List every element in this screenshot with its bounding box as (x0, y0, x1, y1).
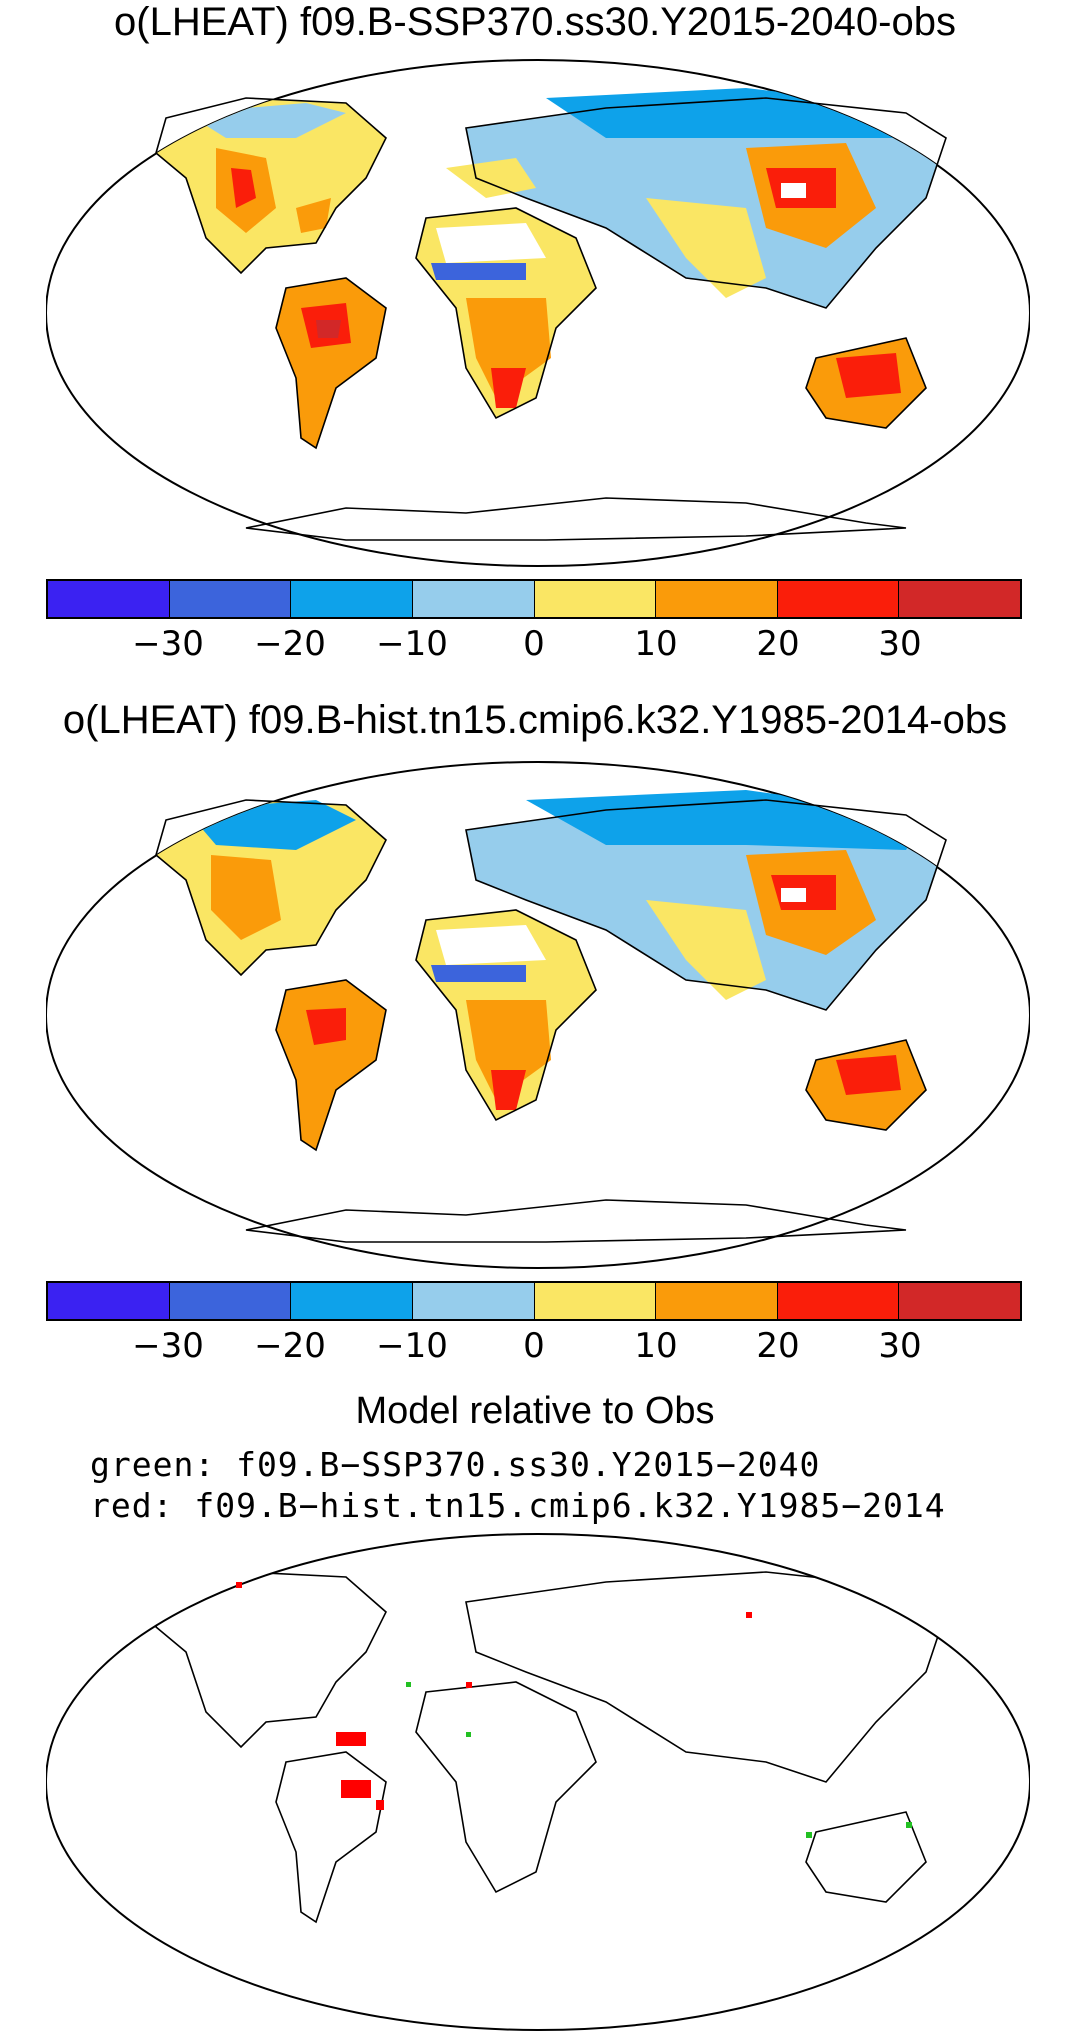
map-panel-2 (46, 761, 1030, 1269)
land-anomaly-field (156, 790, 946, 1150)
green-marker (806, 1832, 812, 1838)
legend-green: green: f09.B−SSP370.ss30.Y2015−2040 (90, 1445, 821, 1484)
map-panel-1 (46, 59, 1030, 567)
colorbar-tick-label: 30 (878, 624, 922, 664)
colorbar-tick-label: 10 (634, 1326, 678, 1366)
colorbar-swatch (169, 1283, 292, 1319)
red-marker (746, 1612, 752, 1618)
colorbar-tick-label: 0 (523, 624, 545, 664)
colorbar-swatch (534, 1283, 657, 1319)
colorbar-swatch (534, 581, 657, 617)
colorbar-swatch (412, 1283, 535, 1319)
colorbar-2 (46, 1281, 1022, 1321)
colorbar-1 (46, 579, 1022, 619)
colorbar-swatch (777, 1283, 900, 1319)
panel-2-title: o(LHEAT) f09.B-hist.tn15.cmip6.k32.Y1985… (62, 698, 1008, 742)
land-anomaly-field (156, 88, 946, 448)
green-marker (906, 1822, 912, 1828)
green-marker (406, 1682, 411, 1687)
coastlines (155, 97, 947, 541)
red-marker (466, 1682, 472, 1688)
colorbar-tick-label: −20 (254, 624, 326, 664)
colorbar-swatch (48, 581, 170, 617)
colorbar-swatch (777, 581, 900, 617)
colorbar-tick-label: 30 (878, 1326, 922, 1366)
map-panel-3 (46, 1533, 1030, 2031)
colorbar-tick-label: −10 (376, 1326, 448, 1366)
colorbar-tick-label: 20 (756, 624, 800, 664)
colorbar-2-ticks: −30 −20 −10 0 10 20 30 (46, 1326, 1022, 1366)
colorbar-tick-label: −30 (132, 1326, 204, 1366)
colorbar-1-ticks: −30 −20 −10 0 10 20 30 (46, 624, 1022, 664)
colorbar-swatch (48, 1283, 170, 1319)
green-marker (466, 1732, 471, 1737)
colorbar-tick-label: 0 (523, 1326, 545, 1366)
colorbar-tick-label: 20 (756, 1326, 800, 1366)
colorbar-tick-label: −20 (254, 1326, 326, 1366)
colorbar-swatch (899, 1283, 1020, 1319)
colorbar-tick-label: −10 (376, 624, 448, 664)
colorbar-swatch (169, 581, 292, 617)
red-marker (376, 1800, 384, 1810)
colorbar-swatch (899, 581, 1020, 617)
red-marker (336, 1732, 366, 1746)
coastlines (155, 1571, 947, 1924)
colorbar-swatch (656, 1283, 778, 1319)
colorbar-swatch (291, 581, 413, 617)
coastlines (155, 799, 947, 1243)
comparison-title: Model relative to Obs (355, 1390, 715, 1432)
significance-markers (236, 1582, 912, 1838)
legend-red: red: f09.B−hist.tn15.cmip6.k32.Y1985−201… (90, 1486, 946, 1525)
colorbar-swatch (656, 581, 778, 617)
colorbar-tick-label: 10 (634, 624, 678, 664)
colorbar-swatch (412, 581, 535, 617)
colorbar-tick-label: −30 (132, 624, 204, 664)
red-marker (341, 1780, 371, 1798)
red-marker (236, 1582, 242, 1588)
panel-1-title: o(LHEAT) f09.B-SSP370.ss30.Y2015-2040-ob… (114, 0, 956, 44)
colorbar-swatch (291, 1283, 413, 1319)
